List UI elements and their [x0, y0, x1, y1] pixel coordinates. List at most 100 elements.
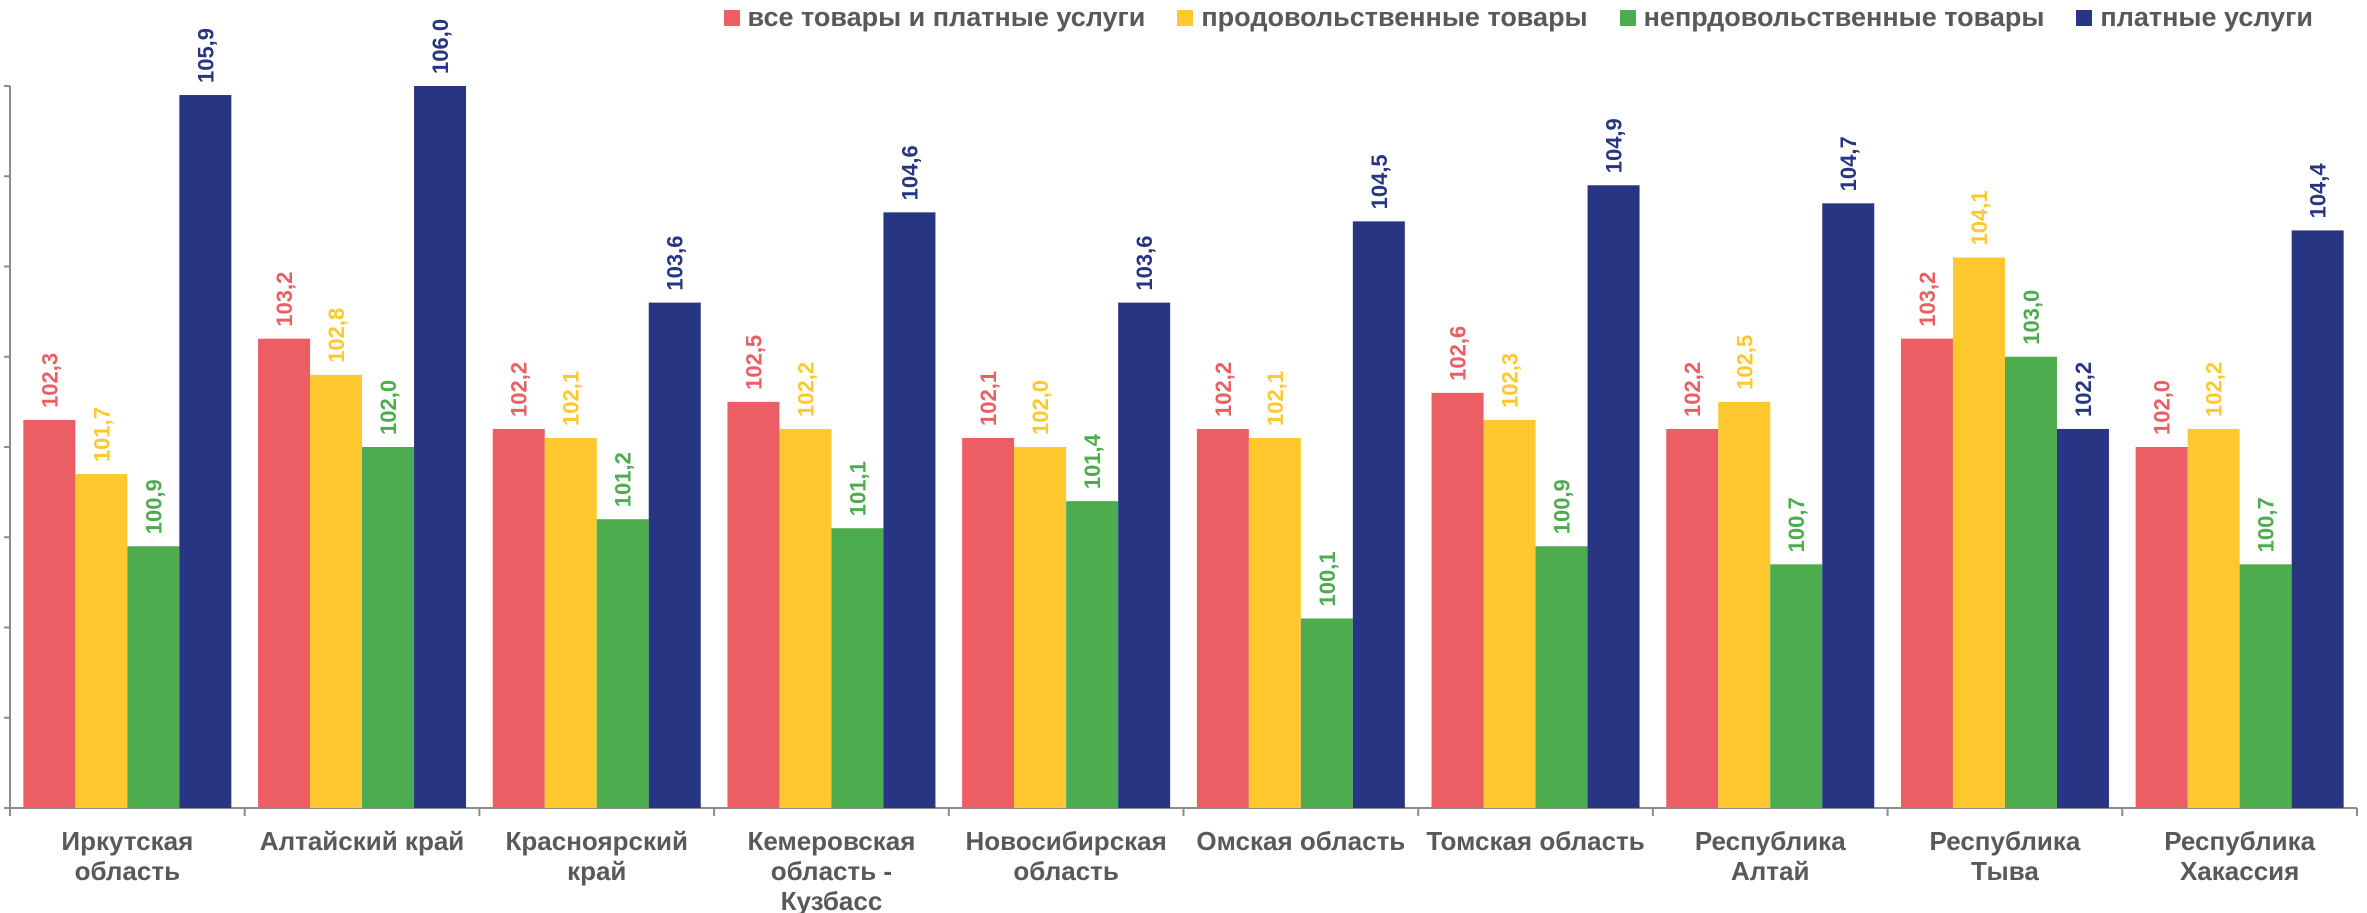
value-label: 102,6 — [1446, 326, 1471, 381]
bar — [1066, 501, 1118, 808]
bar — [545, 438, 597, 808]
value-label: 102,8 — [324, 308, 349, 363]
category-label: Кемеровская область -Кузбасс — [748, 826, 916, 913]
bar — [2005, 357, 2057, 808]
value-label: 102,1 — [976, 371, 1001, 426]
value-label: 104,7 — [1836, 136, 1861, 191]
bar — [2188, 429, 2240, 808]
value-label: 102,5 — [1732, 335, 1757, 390]
bar — [962, 438, 1014, 808]
category-label-line: Новосибирская — [965, 826, 1166, 856]
bar — [1301, 618, 1353, 808]
bar — [727, 402, 779, 808]
value-label: 102,0 — [2150, 380, 2175, 435]
bar — [1666, 429, 1718, 808]
bar — [1249, 438, 1301, 808]
value-label: 102,0 — [1028, 380, 1053, 435]
bar — [179, 95, 231, 808]
value-label: 103,2 — [272, 272, 297, 327]
value-label: 102,2 — [1680, 362, 1705, 417]
bar — [1014, 447, 1066, 808]
value-label: 102,3 — [37, 353, 62, 408]
category-label: Томская область — [1426, 826, 1644, 856]
bar — [23, 420, 75, 808]
value-label: 102,0 — [376, 380, 401, 435]
value-label: 103,6 — [663, 236, 688, 291]
value-label: 103,0 — [2019, 290, 2044, 345]
value-label: 104,9 — [1602, 118, 1627, 173]
value-label: 100,7 — [2254, 497, 2279, 552]
bar — [2136, 447, 2188, 808]
value-label: 102,2 — [1211, 362, 1236, 417]
category-label-line: Кемеровская — [748, 826, 916, 856]
value-label: 102,1 — [559, 371, 584, 426]
category-label-line: Красноярский — [506, 826, 688, 856]
bar — [2057, 429, 2109, 808]
bars-layer — [23, 86, 2343, 808]
value-label: 100,1 — [1315, 551, 1340, 606]
bar — [75, 474, 127, 808]
value-label: 102,2 — [507, 362, 532, 417]
category-label-line: Алтайский край — [260, 826, 464, 856]
bar — [831, 528, 883, 808]
value-label: 105,9 — [193, 28, 218, 83]
category-label: Республика Тыва — [1930, 826, 2081, 886]
category-label: Иркутская область — [61, 826, 193, 886]
category-label-line: Республика — [1695, 826, 1846, 856]
category-label-line: Республика — [1930, 826, 2081, 856]
category-label: Республика Алтай — [1695, 826, 1846, 886]
bar — [1901, 339, 1953, 808]
category-label-line: область — [75, 856, 180, 886]
bar — [414, 86, 466, 808]
bar — [1588, 185, 1640, 808]
bar — [1536, 546, 1588, 808]
bar — [127, 546, 179, 808]
value-label: 101,4 — [1080, 433, 1105, 489]
value-label: 103,2 — [1915, 272, 1940, 327]
value-label: 102,2 — [2202, 362, 2227, 417]
value-label: 102,3 — [1498, 353, 1523, 408]
category-label-line: край — [567, 856, 626, 886]
bar — [2240, 564, 2292, 808]
value-label: 100,9 — [1550, 479, 1575, 534]
value-label: 104,1 — [1967, 190, 1992, 245]
bar — [1953, 257, 2005, 808]
category-label-line: Омская область — [1196, 826, 1405, 856]
value-label: 101,2 — [611, 452, 636, 507]
bar — [1197, 429, 1249, 808]
value-label: 106,0 — [428, 19, 453, 74]
category-label-line: область - — [771, 856, 892, 886]
category-label: Омская область — [1196, 826, 1405, 856]
value-label: 104,6 — [897, 145, 922, 200]
bar — [779, 429, 831, 808]
bar — [1770, 564, 1822, 808]
category-label: Республика Хакассия — [2164, 826, 2315, 886]
bar — [883, 212, 935, 808]
bar — [1718, 402, 1770, 808]
value-label: 104,4 — [2306, 163, 2331, 219]
value-label: 104,5 — [1367, 154, 1392, 209]
bar — [310, 375, 362, 808]
bar — [258, 339, 310, 808]
bar — [1484, 420, 1536, 808]
value-label: 100,7 — [1784, 497, 1809, 552]
value-label: 102,5 — [741, 335, 766, 390]
category-label: Новосибирская область — [965, 826, 1166, 886]
category-label-line: Иркутская — [61, 826, 193, 856]
category-label-line: Кузбасс — [781, 886, 883, 913]
bar — [362, 447, 414, 808]
category-label-line: область — [1013, 856, 1118, 886]
bar — [1118, 303, 1170, 808]
category-label-line: Алтай — [1731, 856, 1809, 886]
bar — [2292, 230, 2344, 808]
category-label: Алтайский край — [260, 826, 464, 856]
category-label-line: Томская область — [1426, 826, 1644, 856]
value-label: 102,1 — [1263, 371, 1288, 426]
bar — [597, 519, 649, 808]
bar — [493, 429, 545, 808]
bar — [649, 303, 701, 808]
value-label: 103,6 — [1132, 236, 1157, 291]
bar — [1822, 203, 1874, 808]
bar — [1353, 221, 1405, 808]
